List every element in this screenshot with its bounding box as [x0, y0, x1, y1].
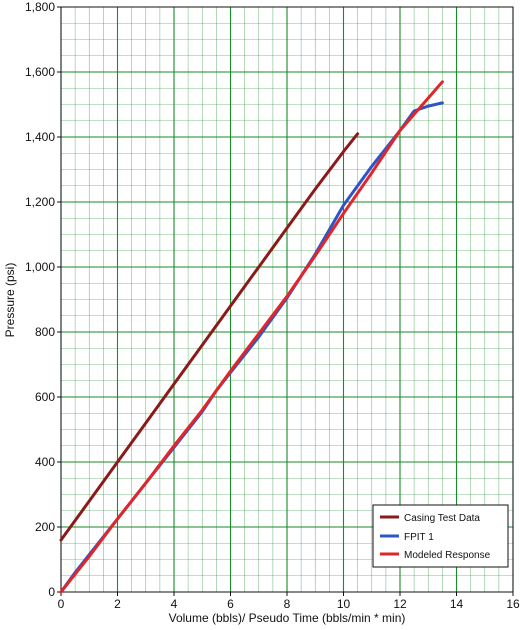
y-tick-label: 1,400: [25, 130, 55, 144]
y-tick-label: 800: [35, 325, 55, 339]
x-tick-label: 16: [506, 597, 520, 611]
x-tick-label: 4: [171, 597, 178, 611]
y-tick-label: 1,800: [25, 0, 55, 14]
series-line-casing-test-data: [59, 132, 360, 542]
series-layer: [59, 80, 444, 594]
legend-label-fpit-1: FPIT 1: [404, 532, 434, 543]
y-tick-label: 1,600: [25, 65, 55, 79]
y-axis-title: Pressure (psi): [3, 263, 17, 338]
legend: Casing Test Data FPIT 1 Modeled Response: [372, 504, 509, 568]
legend-label-modeled-response: Modeled Response: [404, 550, 491, 561]
y-tick-label: 600: [35, 390, 55, 404]
y-tick-label: 400: [35, 455, 55, 469]
x-tick-label: 8: [284, 597, 291, 611]
x-axis-title: Volume (bbls)/ Pseudo Time (bbls/min * m…: [169, 611, 406, 625]
x-tick-label: 10: [337, 597, 351, 611]
y-tick-label: 1,200: [25, 195, 55, 209]
x-tick-label: 2: [114, 597, 121, 611]
x-tick-label: 0: [58, 597, 65, 611]
y-tick-label: 200: [35, 520, 55, 534]
y-tick-label: 0: [48, 585, 55, 599]
x-axis-ticks: 0 2 4 6 8 10 12 14 16: [58, 592, 520, 611]
y-axis-ticks: 0 200 400 600 800 1,000 1,200 1,400 1,600 1,800: [25, 0, 61, 599]
legend-label-casing-test-data: Casing Test Data: [404, 513, 480, 524]
x-tick-label: 12: [393, 597, 407, 611]
x-tick-label: 6: [227, 597, 234, 611]
series-line-modeled-response: [59, 80, 444, 594]
y-tick-label: 1,000: [25, 260, 55, 274]
x-tick-label: 14: [450, 597, 464, 611]
